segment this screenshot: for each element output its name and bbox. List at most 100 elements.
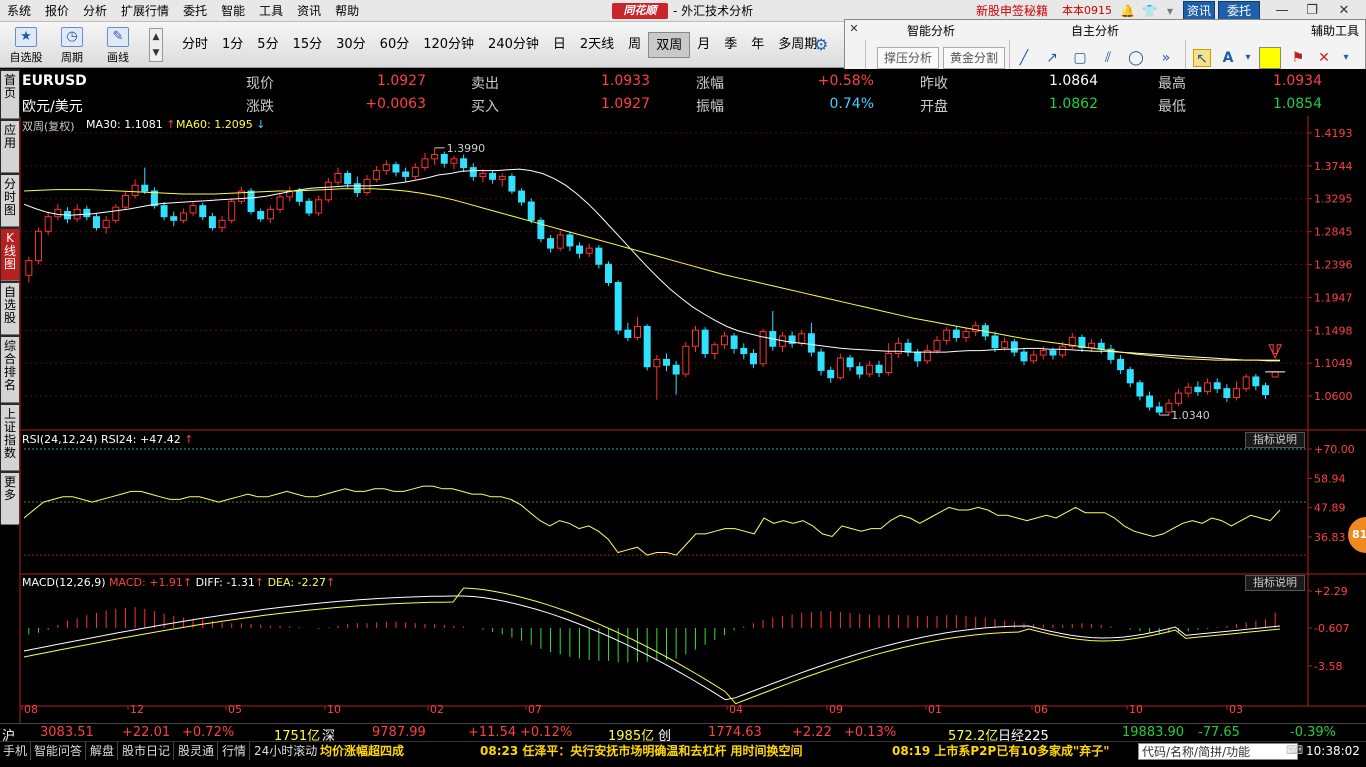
aux-tools-title[interactable]: 辅助工具 <box>1311 24 1360 38</box>
watchlist-tool[interactable]: ★ 自选股 <box>6 25 46 65</box>
period-2[interactable]: 5分 <box>257 37 279 52</box>
quote-value: +0.0063 <box>365 96 426 112</box>
tab-24h[interactable]: 24小时滚动 <box>254 744 318 758</box>
macd-explain-button[interactable]: 指标说明 <box>1245 575 1305 591</box>
gear-icon[interactable]: ⚙ <box>814 35 829 54</box>
sh-index[interactable]: 3083.51 <box>40 725 94 740</box>
left-tab-1[interactable]: 应用 <box>1 121 19 173</box>
parallel-draw-icon[interactable]: ⫽ <box>1104 50 1112 66</box>
menu-smart[interactable]: 智能 <box>221 3 246 18</box>
candle-body <box>1088 342 1096 349</box>
cy-index[interactable]: 1774.63 <box>708 725 762 740</box>
ray-draw-icon[interactable]: ↗ <box>1046 50 1058 66</box>
left-tab-2[interactable]: 分时图 <box>1 175 19 227</box>
tab-diary[interactable]: 股市日记 <box>119 742 175 760</box>
color-swatch[interactable] <box>1259 47 1281 69</box>
candle-body <box>595 247 603 265</box>
candle-body <box>1097 342 1105 350</box>
menu-news[interactable]: 资讯 <box>297 3 322 18</box>
menu-analysis[interactable]: 分析 <box>83 3 108 18</box>
keyboard-icon[interactable]: ⌨ <box>1286 743 1304 757</box>
period-15[interactable]: 多周期 <box>778 37 818 52</box>
menu-system[interactable]: 系统 <box>7 3 32 18</box>
left-tab-7[interactable]: 更多 <box>1 473 19 525</box>
order-button[interactable]: 委托 <box>1218 1 1260 20</box>
toolbar-scroll-button[interactable]: ▲ ▼ <box>149 28 163 62</box>
bell-icon[interactable]: 🔔 <box>1120 4 1135 18</box>
candle-body <box>885 353 893 374</box>
quote-label: 振幅 <box>696 99 724 115</box>
tab-gulingtong[interactable]: 股灵通 <box>175 742 219 760</box>
more-draw-icon[interactable]: » <box>1161 50 1171 66</box>
period-7[interactable]: 240分钟 <box>488 37 539 52</box>
news-headline-3[interactable]: 08:19 上市系P2P已有10多家成"弃子" <box>892 744 1110 758</box>
delete-icon[interactable]: ✕ <box>1318 50 1330 66</box>
shirt-icon[interactable]: 👕 <box>1142 4 1157 18</box>
close-icon[interactable]: ✕ <box>1338 3 1350 18</box>
left-tab-0[interactable]: 首页 <box>1 71 19 119</box>
golden-section-button[interactable]: 黄金分割 <box>943 47 1005 69</box>
news-headline-2[interactable]: 08:23 任泽平：央行安抚市场明确温和去杠杆 用时间换空间 <box>480 744 803 758</box>
quote-label: 涨跌 <box>246 99 274 115</box>
smart-analysis-title[interactable]: 智能分析 <box>907 24 956 38</box>
candle-body <box>527 201 535 221</box>
period-8[interactable]: 日 <box>552 37 566 52</box>
minimize-icon[interactable]: — <box>1275 3 1289 18</box>
left-tab-4[interactable]: 自选股 <box>1 283 19 335</box>
period-5[interactable]: 60分 <box>379 37 410 52</box>
tab-market[interactable]: 行情 <box>219 742 251 760</box>
period-6[interactable]: 120分钟 <box>423 37 475 52</box>
tab-mobile[interactable]: 手机 <box>0 742 32 760</box>
drawline-tool[interactable]: ✎ 画线 <box>98 25 138 65</box>
tab-interpret[interactable]: 解盘 <box>87 742 119 760</box>
sz-index[interactable]: 9787.99 <box>372 725 426 740</box>
candle-body <box>576 245 584 254</box>
period-9[interactable]: 2天线 <box>579 37 615 52</box>
close-icon[interactable]: ✕ <box>849 22 859 35</box>
sh-vol: 1751亿 <box>274 729 321 744</box>
chevron-down-icon[interactable]: ▾ <box>1245 52 1251 63</box>
text-tool-icon[interactable]: A <box>1222 50 1234 66</box>
period-3[interactable]: 15分 <box>292 37 323 52</box>
line-draw-icon[interactable]: ╱ <box>1019 50 1029 66</box>
period-4[interactable]: 30分 <box>336 37 366 52</box>
circle-draw-icon[interactable]: ◯ <box>1128 50 1144 66</box>
nk-index[interactable]: 19883.90 <box>1122 725 1185 740</box>
rectangle-draw-icon[interactable]: ▢ <box>1073 50 1087 66</box>
ipo-link[interactable]: 新股申签秘籍 <box>976 4 1049 18</box>
tab-smart-qa[interactable]: 智能问答 <box>31 742 87 760</box>
code-search-input[interactable]: 代码/名称/简拼/功能 <box>1138 743 1298 760</box>
cursor-icon[interactable]: ↖ <box>1193 49 1211 67</box>
period-10[interactable]: 周 <box>628 37 642 52</box>
period-11[interactable]: 双周 <box>648 32 691 58</box>
chevron-down-icon[interactable]: ▾ <box>1343 52 1349 63</box>
bookmark-icon[interactable]: ⚑ <box>1291 50 1305 66</box>
pressure-analysis-button[interactable]: 撑压分析 <box>877 47 939 69</box>
period-12[interactable]: 月 <box>697 37 711 52</box>
left-tab-3[interactable]: K线图 <box>1 229 19 281</box>
custom-analysis-title[interactable]: 自主分析 <box>1071 24 1120 38</box>
x-tick-label: 03 <box>1229 703 1243 716</box>
menu-order[interactable]: 委托 <box>183 3 208 18</box>
float-badge[interactable]: 81 <box>1348 517 1366 553</box>
news-button[interactable]: 资讯 <box>1183 1 1215 20</box>
candle-body <box>450 158 458 164</box>
chart-area[interactable]: 1.4193 1.3744 1.3295 1.2845 1.2396 1.1947 1.14… <box>0 116 1366 723</box>
price-tick-label: 1.2845 <box>1314 226 1353 239</box>
period-1[interactable]: 1分 <box>222 37 244 52</box>
chevron-down-icon[interactable]: ▾ <box>1166 4 1174 18</box>
version-label[interactable]: 本本0915 <box>1062 4 1112 17</box>
left-tab-6[interactable]: 上证指数 <box>1 405 19 471</box>
period-13[interactable]: 季 <box>724 37 738 52</box>
menu-tools[interactable]: 工具 <box>259 3 284 18</box>
period-14[interactable]: 年 <box>751 37 765 52</box>
restore-icon[interactable]: ❐ <box>1306 3 1318 18</box>
menu-help[interactable]: 帮助 <box>335 3 360 18</box>
news-headline-1[interactable]: 均价涨幅超四成 <box>320 744 405 758</box>
rsi-explain-button[interactable]: 指标说明 <box>1245 432 1305 448</box>
menu-quote[interactable]: 报价 <box>45 3 70 18</box>
period-tool[interactable]: ◷ 周期 <box>52 25 92 65</box>
menu-extended[interactable]: 扩展行情 <box>121 3 170 18</box>
left-tab-5[interactable]: 综合排名 <box>1 337 19 403</box>
period-0[interactable]: 分时 <box>182 37 209 52</box>
